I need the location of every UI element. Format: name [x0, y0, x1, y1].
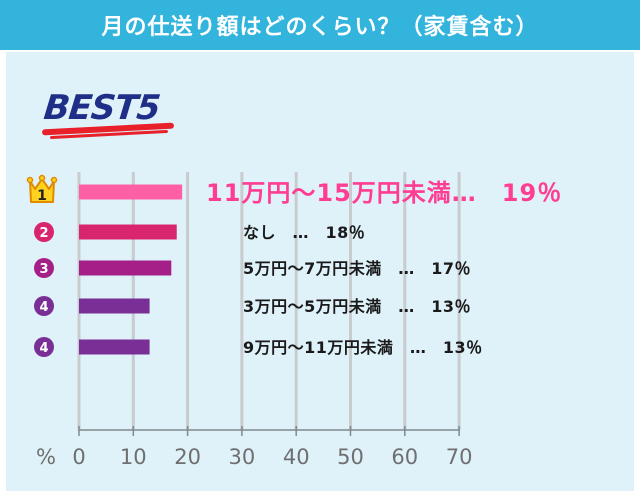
rank-number: 4: [39, 341, 48, 356]
bar-label: 11万円～15万円未満… 19％: [206, 179, 562, 207]
rank-number: 3: [39, 262, 48, 277]
best5-badge: BEST5: [41, 88, 162, 128]
bar: [79, 298, 150, 314]
x-unit-label: %: [36, 445, 56, 469]
bar: [79, 184, 183, 200]
rank-number: 1: [37, 188, 47, 204]
x-tick-label: 50: [337, 445, 364, 469]
bar: [79, 339, 150, 355]
crown-shape: [29, 178, 55, 203]
bar-label: 3万円～5万円未満 … 13％: [243, 297, 471, 316]
bar-label: 5万円～7万円未満 … 17％: [243, 259, 471, 278]
rank-circle: [34, 258, 54, 278]
x-tick-label: 10: [120, 445, 147, 469]
x-tick-label: 20: [174, 445, 201, 469]
bar: [79, 260, 172, 276]
crown-jewel: [50, 176, 58, 184]
bar: [79, 224, 177, 240]
rank-circle: [34, 296, 54, 316]
rank-number: 2: [39, 226, 48, 241]
bar-label: 9万円～11万円未満 … 13％: [243, 338, 483, 357]
rank-circle: [34, 222, 54, 242]
x-tick-label: 60: [391, 445, 418, 469]
chart-title: 月の仕送り額はどのくらい？（家賃含む）: [101, 15, 539, 40]
crown-jewel: [38, 174, 46, 182]
crown-icon: [26, 174, 58, 203]
x-tick-label: 0: [72, 445, 85, 469]
x-tick-label: 70: [446, 445, 473, 469]
crown-jewel: [26, 176, 34, 184]
bar-label: なし … 18％: [243, 223, 365, 242]
bar-chart: 0 10 20 30 40 50 60 70% 1 11万円～15万円未満… 19％ 2 なし … 1…: [26, 172, 562, 469]
rank-circle: [34, 337, 54, 357]
rank-number: 4: [39, 300, 48, 315]
chart-header: 月の仕送り額はどのくらい？（家賃含む）: [0, 0, 640, 50]
x-tick-label: 30: [229, 445, 256, 469]
x-tick-label: 40: [283, 445, 310, 469]
